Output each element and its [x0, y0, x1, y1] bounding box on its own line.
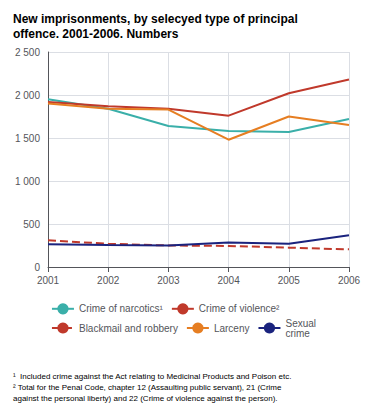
svg-text:2 500: 2 500: [15, 47, 40, 58]
svg-text:2005: 2005: [278, 275, 301, 286]
svg-text:New imprisonments, by selecyed: New imprisonments, by selecyed type of p…: [13, 12, 298, 26]
svg-text:1 000: 1 000: [15, 176, 40, 187]
svg-text:0: 0: [34, 262, 40, 273]
svg-text:Crime of narcotics¹: Crime of narcotics¹: [79, 303, 164, 314]
svg-text:against the personal liberty): against the personal liberty) and 22 (Cr…: [13, 394, 278, 403]
svg-text:offence. 2001-2006. Numbers: offence. 2001-2006. Numbers: [13, 27, 179, 41]
svg-text:2 000: 2 000: [15, 90, 40, 101]
svg-text:Crime of violence²: Crime of violence²: [199, 303, 280, 314]
svg-text:1 500: 1 500: [15, 133, 40, 144]
svg-text:² Total for the Penal Code, ch: ² Total for the Penal Code, chapter 12 (…: [13, 383, 282, 392]
svg-text:¹ Included crime against the: ¹ Included crime against the Act relatin…: [13, 372, 291, 381]
svg-text:2004: 2004: [217, 275, 240, 286]
svg-text:2006: 2006: [338, 275, 361, 286]
svg-text:Blackmail and robbery: Blackmail and robbery: [79, 323, 178, 334]
svg-text:2003: 2003: [157, 275, 180, 286]
svg-text:crime: crime: [285, 328, 310, 339]
svg-text:2002: 2002: [97, 275, 120, 286]
svg-text:Sexual: Sexual: [285, 317, 316, 329]
svg-text:Larceny: Larceny: [214, 323, 250, 334]
svg-text:500: 500: [23, 219, 40, 230]
svg-text:2001: 2001: [37, 275, 60, 286]
